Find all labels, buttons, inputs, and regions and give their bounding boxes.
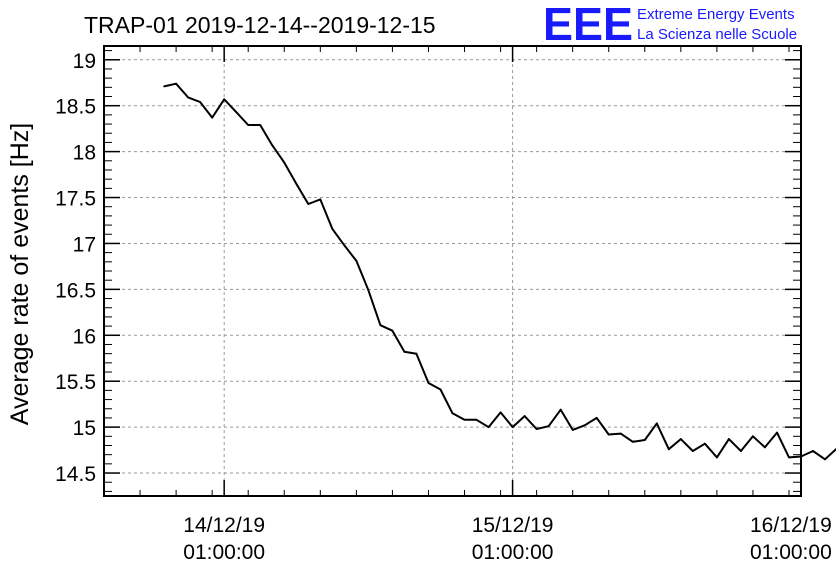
data-point bbox=[451, 412, 454, 415]
data-point bbox=[691, 450, 694, 452]
data-point bbox=[703, 442, 706, 445]
data-point bbox=[715, 456, 718, 459]
data-point bbox=[679, 438, 682, 440]
data-point bbox=[631, 440, 634, 443]
y-tick-label: 17 bbox=[73, 233, 96, 256]
data-point bbox=[764, 446, 766, 449]
data-point bbox=[307, 203, 310, 205]
data-point bbox=[223, 98, 226, 101]
data-point bbox=[535, 428, 538, 430]
data-point bbox=[259, 124, 262, 126]
y-tick-label: 18 bbox=[73, 142, 96, 165]
x-tick-labels: 14/12/19 01:00:00 15/12/19 01:00:00 16/12/19… bbox=[183, 514, 831, 564]
data-point bbox=[655, 422, 658, 425]
y-tick-label: 19 bbox=[73, 50, 96, 73]
eee-logo: EEE Extreme Energy Events La Scienza nel… bbox=[543, 0, 797, 50]
y-tick-label: 15.5 bbox=[55, 371, 96, 394]
y-tick-labels: 14.5 15 15.5 16 16.5 17 17.5 18 18.5 19 bbox=[55, 50, 96, 486]
data-point bbox=[187, 96, 190, 99]
data-point bbox=[511, 426, 514, 429]
y-tick-label: 15 bbox=[73, 417, 96, 440]
data-point bbox=[776, 431, 778, 434]
data-point bbox=[607, 433, 610, 436]
data-point bbox=[583, 424, 586, 427]
data-point bbox=[499, 411, 502, 414]
data-point bbox=[343, 244, 346, 247]
y-tick-label: 17.5 bbox=[55, 188, 96, 211]
x-tick-label-time: 01:00:00 bbox=[750, 541, 832, 564]
data-point bbox=[595, 417, 598, 419]
eee-logo-line1: Extreme Energy Events bbox=[637, 6, 795, 23]
y-axis-label: Average rate of events [Hz] bbox=[6, 123, 34, 425]
data-point bbox=[740, 450, 742, 452]
chart-title: TRAP-01 2019-12-14--2019-12-15 bbox=[84, 12, 436, 38]
data-point bbox=[175, 82, 178, 85]
data-point bbox=[211, 116, 214, 119]
data-point bbox=[667, 448, 670, 451]
data-point bbox=[788, 456, 790, 459]
data-point bbox=[619, 432, 622, 435]
data-point bbox=[824, 458, 826, 461]
rate-series-line bbox=[163, 82, 836, 461]
data-point bbox=[439, 388, 442, 391]
data-point bbox=[331, 227, 334, 230]
y-tick-label: 16 bbox=[73, 325, 96, 348]
data-point bbox=[475, 418, 478, 421]
x-tick-label-time: 01:00:00 bbox=[183, 541, 265, 564]
data-point bbox=[319, 198, 322, 201]
data-point bbox=[391, 329, 394, 332]
data-point bbox=[463, 418, 466, 421]
data-point bbox=[523, 415, 526, 418]
data-point bbox=[427, 382, 430, 384]
data-point bbox=[379, 324, 382, 327]
data-point bbox=[812, 450, 814, 452]
data-point bbox=[547, 425, 550, 428]
data-point bbox=[800, 455, 802, 458]
data-point bbox=[403, 350, 406, 353]
data-point bbox=[643, 439, 646, 441]
data-point bbox=[752, 435, 754, 438]
data-point bbox=[355, 259, 358, 262]
y-tick-label: 16.5 bbox=[55, 279, 96, 302]
y-tick-label: 18.5 bbox=[55, 96, 96, 119]
eee-logo-line2: La Scienza nelle Scuole bbox=[637, 26, 797, 43]
data-point bbox=[559, 408, 562, 411]
data-point bbox=[283, 161, 286, 164]
data-point bbox=[271, 144, 274, 147]
data-point bbox=[487, 426, 490, 429]
eee-logo-mark: EEE bbox=[543, 0, 633, 50]
x-tick-label-date: 16/12/19 bbox=[750, 514, 832, 537]
data-point bbox=[235, 111, 238, 114]
axis-ticks bbox=[103, 46, 802, 496]
data-point bbox=[247, 124, 250, 126]
data-point bbox=[367, 289, 370, 292]
data-point bbox=[727, 438, 730, 440]
x-tick-label-time: 01:00:00 bbox=[472, 541, 554, 564]
data-point bbox=[571, 428, 574, 431]
rate-series-points bbox=[163, 82, 826, 461]
x-tick-label-date: 15/12/19 bbox=[472, 514, 554, 537]
data-point bbox=[415, 352, 418, 355]
x-tick-label-date: 14/12/19 bbox=[183, 514, 265, 537]
y-tick-label: 14.5 bbox=[55, 463, 96, 486]
data-point bbox=[163, 85, 165, 88]
data-point bbox=[199, 101, 202, 103]
data-point bbox=[295, 182, 298, 185]
